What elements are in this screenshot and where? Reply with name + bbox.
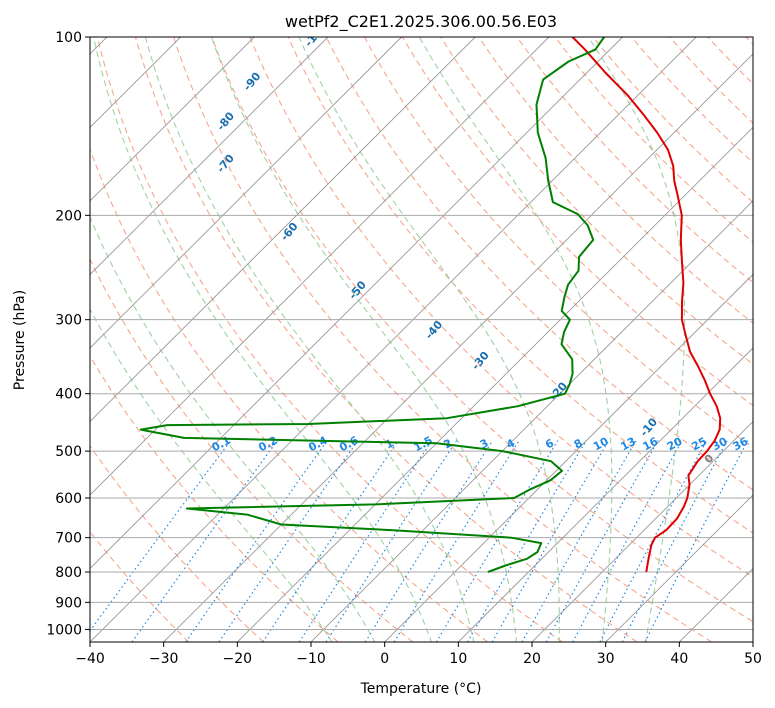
- dry-adiabat: [287, 37, 753, 534]
- dry-adiabat: [90, 258, 414, 642]
- moist-adiabat: [90, 215, 376, 642]
- x-tick-label: 50: [744, 651, 762, 667]
- dry-adiabat: [249, 37, 753, 578]
- y-tick-label: 900: [55, 595, 82, 611]
- isotherm: [458, 347, 753, 642]
- mixing-ratio-line: [491, 440, 610, 642]
- temperature-trace: [571, 37, 722, 573]
- isotherm: [531, 420, 753, 642]
- mixing-ratio-line: [599, 440, 708, 642]
- x-tick-label: −40: [75, 651, 105, 667]
- y-tick-label: 200: [55, 208, 82, 224]
- x-tick-label: 40: [670, 651, 688, 667]
- y-tick-label: 300: [55, 313, 82, 329]
- isotherm: [90, 37, 255, 202]
- x-tick-label: −20: [223, 651, 253, 667]
- dry-adiabat: [96, 37, 563, 642]
- mixing-ratio-line: [572, 440, 683, 642]
- dry-adiabat: [90, 444, 264, 642]
- profile-traces: [139, 37, 722, 573]
- isotherm: [90, 37, 329, 276]
- moist-adiabat: [144, 37, 475, 642]
- moist-adiabat: [92, 37, 432, 642]
- isotherm: [384, 273, 753, 642]
- background-lines: [90, 37, 753, 642]
- mixing-ratio-line: [393, 440, 520, 642]
- dry-adiabat: [325, 37, 753, 491]
- mixing-ratio-line: [545, 440, 659, 642]
- x-tick-label: 30: [597, 651, 615, 667]
- dry-adiabat: [211, 37, 753, 623]
- y-tick-label: 700: [55, 531, 82, 547]
- y-tick-label: 800: [55, 565, 82, 581]
- isotherm: [310, 200, 753, 642]
- y-tick-label: 600: [55, 491, 82, 507]
- axes: −40 −30 −20 −10 0 10 20 30 40 50 100 200 300 400 500 60…: [46, 30, 762, 667]
- mixing-ratio-line: [185, 440, 328, 642]
- mixing-ratio-label: 10: [591, 435, 611, 454]
- mixing-ratio-line: [435, 440, 559, 642]
- y-axis-label: Pressure (hPa): [12, 290, 28, 390]
- isotherm: [90, 37, 697, 642]
- mixing-ratio-line: [644, 440, 749, 642]
- moist-adiabat: [298, 37, 560, 642]
- mixing-ratio-line: [466, 440, 587, 642]
- isotherm: [90, 37, 623, 570]
- mixing-ratio-label: 25: [689, 435, 709, 454]
- mixing-ratio-label: 13: [618, 435, 638, 454]
- mixing-ratio-line: [521, 440, 637, 642]
- x-tick-label: −10: [296, 651, 326, 667]
- mixing-ratio-line: [621, 440, 728, 642]
- mixing-ratio-line: [131, 440, 278, 642]
- dry-adiabat: [173, 37, 712, 642]
- x-tick-label: 20: [523, 651, 541, 667]
- dewpoint-trace: [139, 37, 606, 573]
- plot-frame: [89, 36, 754, 643]
- moist-adiabat: [210, 37, 518, 642]
- isotherm: [605, 494, 753, 642]
- isotherm: [90, 37, 402, 349]
- chart-title: wetPf2_C2E1.2025.306.00.56.E03: [285, 12, 557, 32]
- mixing-ratio-label: 20: [665, 435, 685, 454]
- x-tick-label: 10: [449, 651, 467, 667]
- moist-adiabat: [90, 307, 333, 642]
- isotherm: [163, 53, 753, 642]
- y-tick-label: 400: [55, 387, 82, 403]
- mixing-ratio-label: 16: [641, 435, 661, 454]
- y-tick-label: 100: [55, 30, 82, 46]
- y-tick-label: 1000: [46, 622, 82, 638]
- isotherm: [237, 126, 753, 642]
- x-axis-label: Temperature (°C): [360, 681, 482, 697]
- isotherm: [90, 37, 476, 423]
- mixing-ratio-label: 36: [731, 435, 751, 454]
- mixing-ratio-line: [298, 440, 433, 642]
- x-tick-label: −30: [149, 651, 179, 667]
- dry-adiabat: [516, 37, 753, 284]
- x-tick-label: 0: [380, 651, 389, 667]
- y-tick-label: 500: [55, 444, 82, 460]
- dry-adiabat: [134, 37, 638, 642]
- isotherm: [90, 37, 550, 496]
